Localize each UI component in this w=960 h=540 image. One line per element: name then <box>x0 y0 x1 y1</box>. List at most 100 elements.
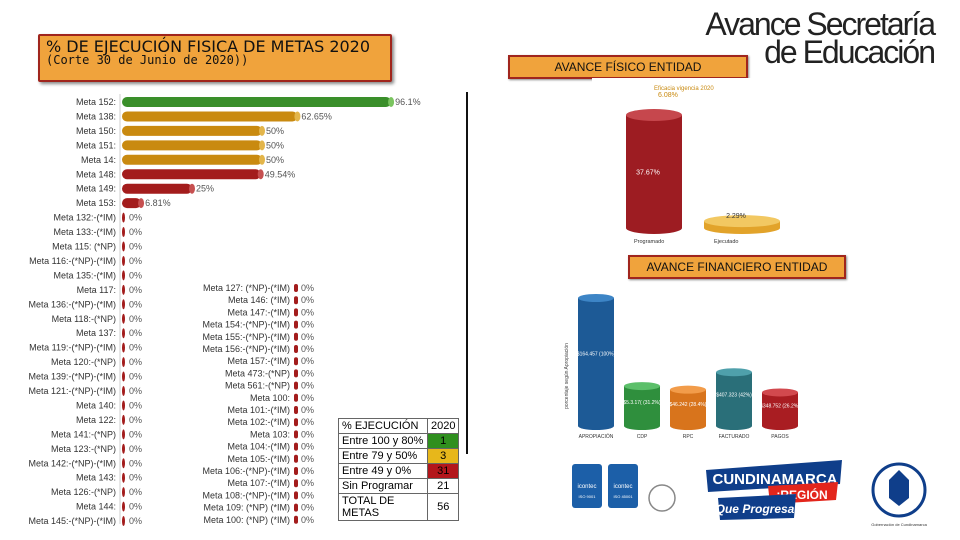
chart-title: Eficacia vigencia 2020 <box>654 86 714 92</box>
cylinder-top <box>716 368 752 377</box>
summary-row-label: Entre 100 y 80% <box>338 433 428 449</box>
value-label: 62.65% <box>301 111 332 121</box>
bar <box>578 298 614 426</box>
category-label: Meta 127: (*NP)-(*IM) <box>203 283 290 293</box>
bar <box>294 515 298 524</box>
bar <box>122 284 125 295</box>
icontec-logo-1: icontec ISO 9001 <box>572 464 602 508</box>
category-label: Meta 109: (*NP) (*IM) <box>203 503 290 513</box>
logos-strip: icontec ISO 9001 icontec ISO 45001 CUNDI… <box>572 460 928 527</box>
value-label: 0% <box>129 227 142 237</box>
icontec-logo-2: icontec ISO 45001 <box>608 464 638 508</box>
summary-row-label: Sin Programar <box>338 478 428 494</box>
value-label: 0% <box>301 332 314 342</box>
icontec-sub: ISO 45001 <box>613 494 633 499</box>
bar-cap <box>259 154 265 165</box>
gobernacion-text: Gobernación de Cundinamarca <box>871 522 927 527</box>
bar <box>122 328 125 339</box>
summary-row-value: 21 <box>426 478 460 494</box>
category-label: Programado <box>634 239 664 245</box>
value-label: 37.67% <box>636 169 660 176</box>
category-label: Meta 115: (*NP) <box>52 242 116 252</box>
value-label: 0% <box>129 372 142 382</box>
category-label: Meta 157:-(*IM) <box>227 356 290 366</box>
brand-title: Avance Secretaría de Educación <box>705 8 936 68</box>
category-label: Meta 100: <box>250 393 290 403</box>
category-label: FACTURADO <box>719 434 750 440</box>
page-title: % DE EJECUCIÓN FISICA DE METAS 2020 <box>46 37 371 56</box>
value-label: 0% <box>301 503 314 513</box>
category-label: Meta 146: (*IM) <box>228 295 290 305</box>
y-axis-label: porcentaje según Apropiación <box>564 343 570 409</box>
bar-cap <box>294 111 301 122</box>
value-label: $407.323 (42%) <box>716 392 752 398</box>
value-label: $5.3.17( (31.2%) <box>623 400 661 406</box>
category-label: Meta 121:-(*NP)-(*IM) <box>28 386 116 396</box>
category-label: Meta 116:-(*NP)-(*IM) <box>29 256 116 266</box>
category-label: Meta 152: <box>76 97 116 107</box>
bar-cap <box>259 140 265 151</box>
category-label: Meta 135:-(*IM) <box>53 270 116 280</box>
icontec-text: icontec <box>577 484 596 490</box>
category-label: Meta 150: <box>76 126 116 136</box>
cylinder-top <box>670 385 706 394</box>
value-label: 0% <box>301 429 314 439</box>
metas-secondary-list: Meta 127: (*NP)-(*IM) 0% Meta 146: (*IM) 0%… <box>202 283 314 528</box>
summary-row: TOTAL DE METAS 56 <box>338 493 460 521</box>
cylinder-top <box>578 294 614 302</box>
bar <box>294 381 298 390</box>
bar <box>294 479 298 488</box>
category-label: Meta 139:-(*NP)-(*IM) <box>28 372 116 382</box>
bar <box>122 487 125 498</box>
category-label: Meta 120:-(*NP) <box>51 357 116 367</box>
value-label: 0% <box>129 285 142 295</box>
bar <box>294 308 298 317</box>
value-label: 0% <box>129 516 142 526</box>
category-label: Meta 149: <box>76 184 116 194</box>
chart-subtitle: 6.08% <box>658 92 678 99</box>
bar <box>122 458 125 469</box>
summary-row-label: Entre 79 y 50% <box>338 448 428 464</box>
category-label: Meta 106:-(*NP)-(*IM) <box>202 466 290 476</box>
category-label: Meta 144: <box>76 502 116 512</box>
bar <box>122 154 262 165</box>
gobernacion-logo: Gobernación de Cundinamarca <box>871 462 928 527</box>
value-label: 0% <box>301 515 314 525</box>
value-label: $348.752 (26.2%) <box>760 404 800 410</box>
value-label: 0% <box>301 442 314 452</box>
bar <box>670 389 706 426</box>
value-label: 0% <box>301 393 314 403</box>
financial-progress-label: AVANCE FINANCIERO ENTIDAD <box>628 255 846 279</box>
bar <box>122 241 125 252</box>
bar <box>122 183 192 194</box>
category-label: Meta 132:-(*IM) <box>53 213 116 223</box>
bar <box>122 255 125 266</box>
value-label: $164.457 (100%) <box>577 352 616 358</box>
value-label: 0% <box>301 478 314 488</box>
bar <box>294 320 298 329</box>
category-label: CDP <box>637 434 648 440</box>
bar-cap <box>388 97 395 107</box>
category-label: Meta 153: <box>76 198 116 208</box>
category-label: Meta 142:-(*NP)-(*IM) <box>28 458 116 468</box>
bar <box>626 114 682 228</box>
bar <box>294 393 298 402</box>
summary-row: Entre 79 y 50% 3 <box>338 448 460 464</box>
value-label: $46.242 (28.4%) <box>670 402 707 408</box>
bar <box>716 372 752 426</box>
bar <box>122 169 261 180</box>
summary-header-value: 2020 <box>426 418 460 434</box>
cylinder-top <box>762 388 798 397</box>
category-label: Meta 145:-(*NP)-(*IM) <box>28 516 116 526</box>
category-label: Meta 156:-(*NP)-(*IM) <box>202 344 290 354</box>
bar <box>122 111 298 122</box>
value-label: 0% <box>129 444 142 454</box>
category-label: Meta 133:-(*IM) <box>53 227 116 237</box>
bar <box>294 369 298 378</box>
bar <box>122 299 125 310</box>
category-label: Meta 101:-(*IM) <box>227 405 290 415</box>
value-label: 0% <box>301 320 314 330</box>
bar <box>294 332 298 341</box>
category-label: Meta 136:-(*NP)-(*IM) <box>28 299 116 309</box>
summary-row-value: 3 <box>426 448 460 464</box>
